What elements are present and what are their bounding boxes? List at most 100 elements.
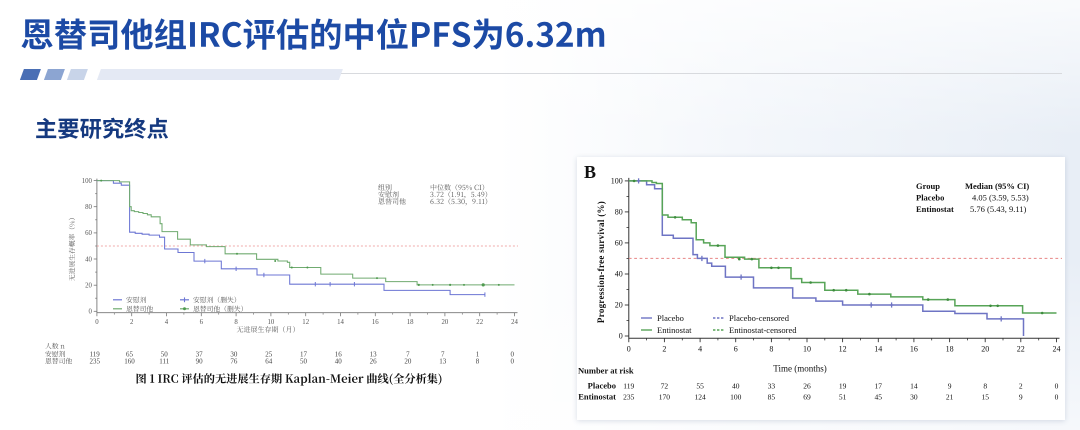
svg-text:13: 13 xyxy=(370,351,378,359)
svg-text:12: 12 xyxy=(302,319,309,326)
svg-text:0: 0 xyxy=(1055,393,1059,402)
svg-text:100: 100 xyxy=(82,178,93,185)
svg-text:235: 235 xyxy=(89,358,100,366)
svg-text:65: 65 xyxy=(126,351,134,359)
svg-text:119: 119 xyxy=(90,351,101,359)
svg-text:20: 20 xyxy=(404,358,412,366)
svg-text:40: 40 xyxy=(732,382,740,391)
svg-text:Group: Group xyxy=(916,181,940,191)
svg-text:10: 10 xyxy=(803,345,811,354)
svg-text:25: 25 xyxy=(265,351,273,359)
svg-text:14: 14 xyxy=(874,345,882,354)
svg-text:69: 69 xyxy=(803,393,811,402)
svg-text:7: 7 xyxy=(441,351,445,359)
svg-text:235: 235 xyxy=(623,393,635,402)
svg-text:17: 17 xyxy=(875,382,883,391)
svg-text:5.76 (5.43, 9.11): 5.76 (5.43, 9.11) xyxy=(970,204,1027,214)
svg-text:Number at risk: Number at risk xyxy=(578,366,634,376)
svg-text:16: 16 xyxy=(372,319,379,326)
svg-text:119: 119 xyxy=(623,382,634,391)
svg-text:8: 8 xyxy=(476,358,480,366)
svg-text:76: 76 xyxy=(230,358,238,366)
svg-text:90: 90 xyxy=(196,358,204,366)
svg-text:30: 30 xyxy=(910,393,918,402)
svg-text:Entinostat: Entinostat xyxy=(657,325,692,335)
svg-text:33: 33 xyxy=(768,382,776,391)
svg-text:85: 85 xyxy=(768,393,776,402)
svg-text:20: 20 xyxy=(85,283,92,290)
svg-text:60: 60 xyxy=(85,230,92,237)
svg-text:26: 26 xyxy=(803,382,811,391)
svg-text:Entinostat-censored: Entinostat-censored xyxy=(729,325,797,335)
svg-text:100: 100 xyxy=(730,393,742,402)
svg-text:21: 21 xyxy=(946,393,954,402)
svg-text:16: 16 xyxy=(335,351,343,359)
svg-text:160: 160 xyxy=(124,358,135,366)
svg-text:4.05 (3.59, 5.53): 4.05 (3.59, 5.53) xyxy=(972,193,1029,203)
svg-text:40: 40 xyxy=(85,256,92,263)
svg-text:19: 19 xyxy=(839,382,847,391)
svg-text:2: 2 xyxy=(1019,382,1023,391)
svg-text:Placebo: Placebo xyxy=(588,381,616,391)
svg-text:24: 24 xyxy=(511,319,518,326)
svg-text:0: 0 xyxy=(511,358,515,366)
svg-text:18: 18 xyxy=(946,345,954,354)
svg-text:51: 51 xyxy=(839,393,847,402)
svg-text:18: 18 xyxy=(407,319,414,326)
svg-text:6: 6 xyxy=(734,345,738,354)
svg-text:0: 0 xyxy=(95,319,99,326)
svg-text:26: 26 xyxy=(370,358,378,366)
svg-text:8: 8 xyxy=(769,345,773,354)
svg-text:16: 16 xyxy=(910,345,918,354)
svg-text:1: 1 xyxy=(476,351,480,359)
svg-text:0: 0 xyxy=(511,351,515,359)
svg-text:Placebo: Placebo xyxy=(916,193,944,203)
svg-text:Progression-free survival (%): Progression-free survival (%) xyxy=(596,201,606,323)
svg-text:Entinostat: Entinostat xyxy=(578,392,616,402)
svg-text:80: 80 xyxy=(85,204,92,211)
svg-text:Placebo-censored: Placebo-censored xyxy=(729,313,790,323)
svg-text:111: 111 xyxy=(159,358,169,366)
svg-text:6: 6 xyxy=(200,319,204,326)
svg-text:B: B xyxy=(584,162,596,182)
svg-text:13: 13 xyxy=(439,358,447,366)
svg-text:0: 0 xyxy=(627,345,631,354)
svg-text:Median (95% CI): Median (95% CI) xyxy=(965,181,1029,191)
svg-text:37: 37 xyxy=(196,351,204,359)
svg-text:20: 20 xyxy=(615,301,623,310)
svg-text:40: 40 xyxy=(335,358,343,366)
svg-text:24: 24 xyxy=(1053,345,1061,354)
svg-text:14: 14 xyxy=(337,319,344,326)
svg-text:170: 170 xyxy=(659,393,671,402)
svg-text:100: 100 xyxy=(611,177,623,186)
svg-text:Placebo: Placebo xyxy=(657,313,684,323)
svg-text:50: 50 xyxy=(161,351,169,359)
svg-text:9: 9 xyxy=(1019,393,1023,402)
svg-text:22: 22 xyxy=(1017,345,1025,354)
svg-text:Entinostat: Entinostat xyxy=(916,204,954,214)
svg-text:50: 50 xyxy=(300,358,308,366)
svg-text:8: 8 xyxy=(983,382,987,391)
svg-text:4: 4 xyxy=(698,345,702,354)
svg-text:2: 2 xyxy=(662,345,666,354)
svg-text:9: 9 xyxy=(948,382,952,391)
svg-text:72: 72 xyxy=(661,382,669,391)
svg-text:22: 22 xyxy=(476,319,483,326)
svg-text:80: 80 xyxy=(615,208,623,217)
svg-text:Time (months): Time (months) xyxy=(773,364,826,374)
svg-text:45: 45 xyxy=(875,393,883,402)
svg-text:30: 30 xyxy=(230,351,238,359)
svg-text:12: 12 xyxy=(839,345,847,354)
svg-text:64: 64 xyxy=(265,358,273,366)
svg-text:60: 60 xyxy=(615,239,623,248)
svg-text:2: 2 xyxy=(130,319,134,326)
svg-text:17: 17 xyxy=(300,351,308,359)
svg-text:7: 7 xyxy=(406,351,410,359)
svg-text:0: 0 xyxy=(619,332,623,341)
svg-text:0: 0 xyxy=(1055,382,1059,391)
svg-text:8: 8 xyxy=(234,319,238,326)
svg-text:0: 0 xyxy=(88,309,92,316)
svg-text:40: 40 xyxy=(615,270,623,279)
svg-text:124: 124 xyxy=(694,393,706,402)
svg-text:20: 20 xyxy=(442,319,449,326)
